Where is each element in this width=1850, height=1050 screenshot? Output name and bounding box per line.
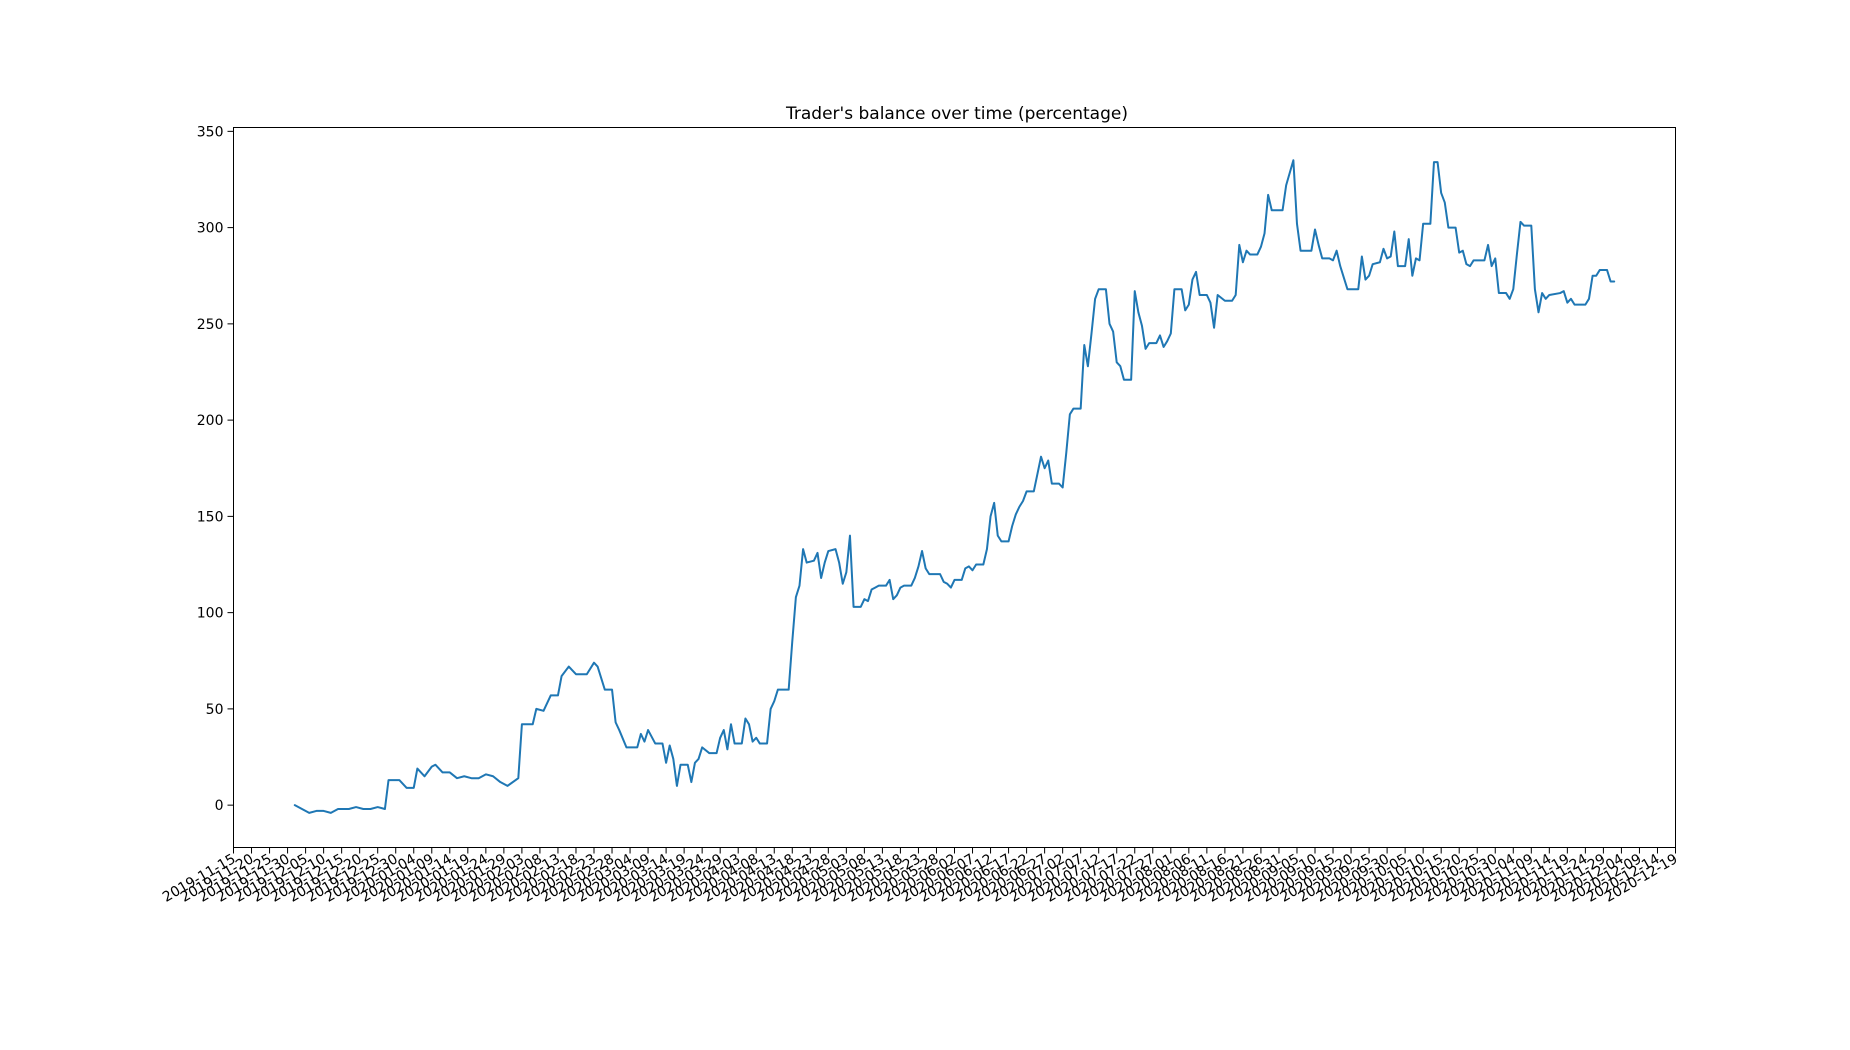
plot-area-frame [233,127,1676,848]
series-layer [293,159,1616,814]
y-tick-label: 250 [197,317,224,333]
chart-title: Trader's balance over time (percentage) [785,104,1128,124]
series-line-0 [293,159,1616,814]
y-tick-label: 0 [215,798,224,814]
y-tick-label: 150 [197,509,224,525]
y-tick-label: 50 [206,702,224,718]
x-axis: 2019-11-152019-11-202019-11-252019-11-30… [160,847,1681,906]
y-tick-label: 300 [197,221,224,237]
y-tick-label: 350 [197,124,224,140]
y-tick-label: 100 [197,606,224,622]
y-axis: 0 50 100 150 200 250 300 350 [197,124,234,814]
y-tick-label: 200 [197,413,224,429]
